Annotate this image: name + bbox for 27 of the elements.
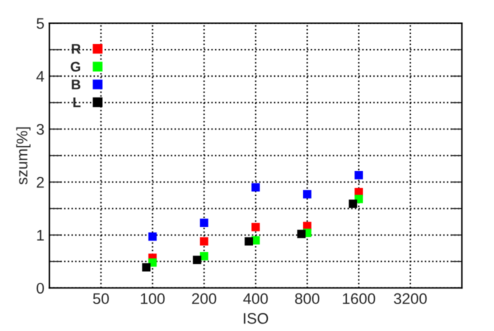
x-tick-label: 100 (140, 293, 165, 304)
x-tick-label: 400 (243, 293, 268, 304)
point (200, 218, 208, 227)
x-tick-label: 200 (192, 293, 216, 304)
legend-label: R (72, 44, 81, 54)
y-tick-label: 2 (36, 176, 44, 188)
x-tick-label: 800 (295, 293, 320, 304)
x-tick-label: 50 (93, 293, 109, 304)
point (200, 252, 208, 260)
y-tick-label: 0 (36, 282, 44, 294)
legend-label: L (73, 98, 81, 108)
legend-label: G (70, 62, 80, 72)
legend-label: B (72, 80, 80, 90)
point (251, 222, 260, 232)
point (148, 232, 157, 241)
point (251, 183, 260, 192)
y-axis-title: szum[%] (16, 127, 30, 184)
y-tick-label: 4 (36, 71, 44, 82)
y-tick-label: 1 (37, 230, 44, 241)
x-tick-label: 3200 (394, 293, 427, 304)
point (303, 190, 312, 198)
y-tick-label: 3 (36, 124, 44, 135)
x-axis-title: ISO (244, 313, 268, 324)
point (354, 171, 363, 180)
x-tick-label: 1600 (342, 293, 376, 304)
point (200, 237, 208, 246)
y-tick-label: 5 (36, 18, 44, 29)
